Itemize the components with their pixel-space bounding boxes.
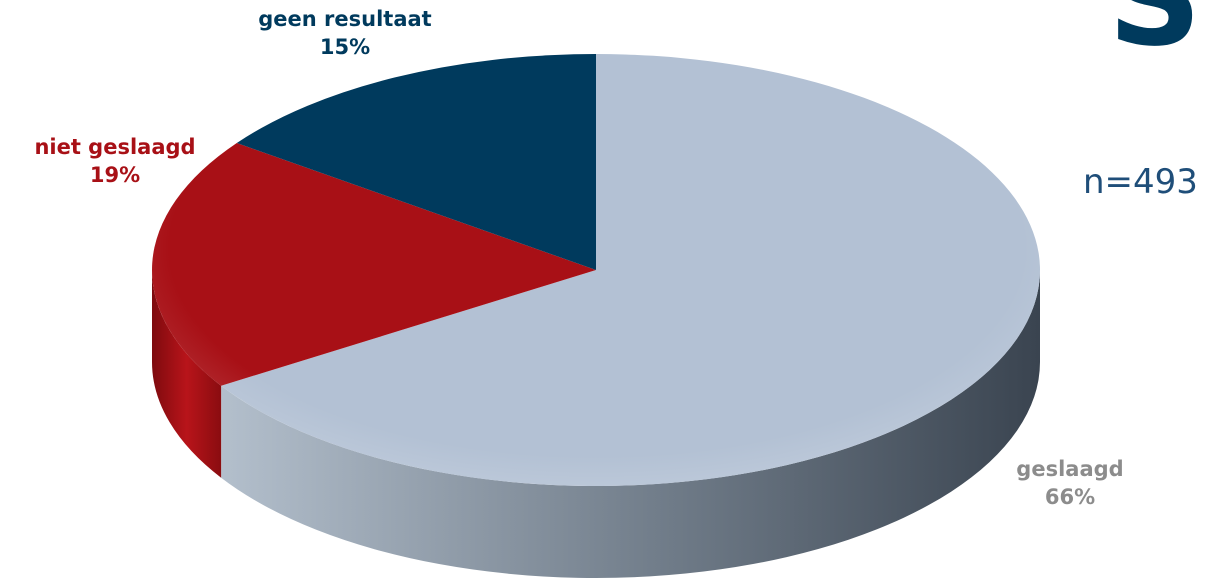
corner-heading-fragment: S [1108,0,1202,64]
slice-name-niet-geslaagd: niet geslaagd [34,135,196,159]
slice-label-geslaagd: geslaagd 66% [990,455,1150,511]
pie-side-geslaagd [221,270,1040,578]
slice-value-geslaagd: 66% [1044,485,1096,509]
sample-size-label: n=493 [1083,162,1198,202]
slice-name-geslaagd: geslaagd [1016,457,1124,481]
pie-tops [152,54,1040,486]
slice-name-geen-resultaat: geen resultaat [258,7,432,31]
slice-label-geen-resultaat: geen resultaat 15% [200,5,490,61]
slice-value-niet-geslaagd: 19% [89,163,141,187]
slice-label-niet-geslaagd: niet geslaagd 19% [0,133,230,189]
slice-value-geen-resultaat: 15% [319,35,371,59]
